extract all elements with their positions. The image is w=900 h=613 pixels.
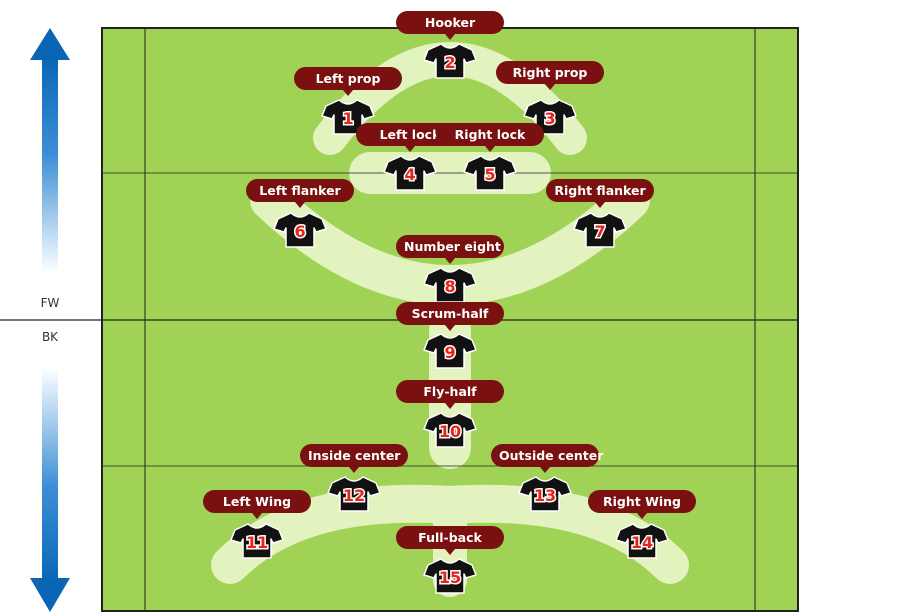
jersey-number: 15 xyxy=(439,568,461,587)
jersey-11: 11 xyxy=(230,523,284,559)
position-label-10: Fly-half xyxy=(396,380,504,409)
jersey-number: 2 xyxy=(444,53,455,72)
jersey-number: 7 xyxy=(594,222,605,241)
jersey-number: 3 xyxy=(544,109,555,128)
jersey-13: 13 xyxy=(518,476,572,512)
jersey-shirt-icon xyxy=(423,267,477,303)
position-label-8: Number eight xyxy=(396,235,504,264)
position-label-2: Hooker xyxy=(396,11,504,40)
jersey-shirt-icon xyxy=(518,476,572,512)
forwards-label: FW xyxy=(40,296,60,310)
jersey-shirt-icon xyxy=(230,523,284,559)
jersey-number: 5 xyxy=(484,165,495,184)
jersey-shirt-icon xyxy=(423,558,477,594)
position-label-12: Inside center xyxy=(300,444,408,473)
jersey-shirt-icon xyxy=(573,212,627,248)
jersey-8: 8 xyxy=(423,267,477,303)
forward-direction-arrow xyxy=(30,28,70,273)
jersey-number: 9 xyxy=(444,343,455,362)
jersey-shirt-icon xyxy=(615,523,669,559)
jersey-10: 10 xyxy=(423,412,477,448)
jersey-4: 4 xyxy=(383,155,437,191)
jersey-2: 2 xyxy=(423,43,477,79)
jersey-1: 1 xyxy=(321,99,375,135)
position-label-6: Left flanker xyxy=(246,179,354,208)
jersey-14: 14 xyxy=(615,523,669,559)
position-label-15: Full-back xyxy=(396,526,504,555)
jersey-6: 6 xyxy=(273,212,327,248)
position-label-5: Right lock xyxy=(436,123,544,152)
jersey-shirt-icon xyxy=(327,476,381,512)
jersey-shirt-icon xyxy=(463,155,517,191)
jersey-number: 11 xyxy=(246,533,268,552)
jersey-shirt-icon xyxy=(383,155,437,191)
jersey-shirt-icon xyxy=(273,212,327,248)
back-direction-arrow xyxy=(30,368,70,612)
jersey-shirt-icon xyxy=(423,333,477,369)
backs-label: BK xyxy=(41,330,59,344)
jersey-number: 14 xyxy=(631,533,653,552)
jersey-shirt-icon xyxy=(423,412,477,448)
jersey-15: 15 xyxy=(423,558,477,594)
jersey-number: 13 xyxy=(534,486,556,505)
jersey-5: 5 xyxy=(463,155,517,191)
jersey-shirt-icon xyxy=(423,43,477,79)
jersey-number: 12 xyxy=(343,486,365,505)
jersey-7: 7 xyxy=(573,212,627,248)
position-label-11: Left Wing xyxy=(203,490,311,519)
position-label-14: Right Wing xyxy=(588,490,696,519)
jersey-number: 1 xyxy=(342,109,353,128)
position-label-9: Scrum-half xyxy=(396,302,504,331)
jersey-12: 12 xyxy=(327,476,381,512)
jersey-number: 4 xyxy=(404,165,415,184)
position-label-13: Outside center xyxy=(491,444,603,473)
jersey-number: 8 xyxy=(444,277,455,296)
position-label-3: Right prop xyxy=(496,61,604,90)
jersey-9: 9 xyxy=(423,333,477,369)
jersey-number: 10 xyxy=(439,422,461,441)
position-label-1: Left prop xyxy=(294,67,402,96)
position-label-7: Right flanker xyxy=(546,179,654,208)
jersey-number: 6 xyxy=(294,222,305,241)
